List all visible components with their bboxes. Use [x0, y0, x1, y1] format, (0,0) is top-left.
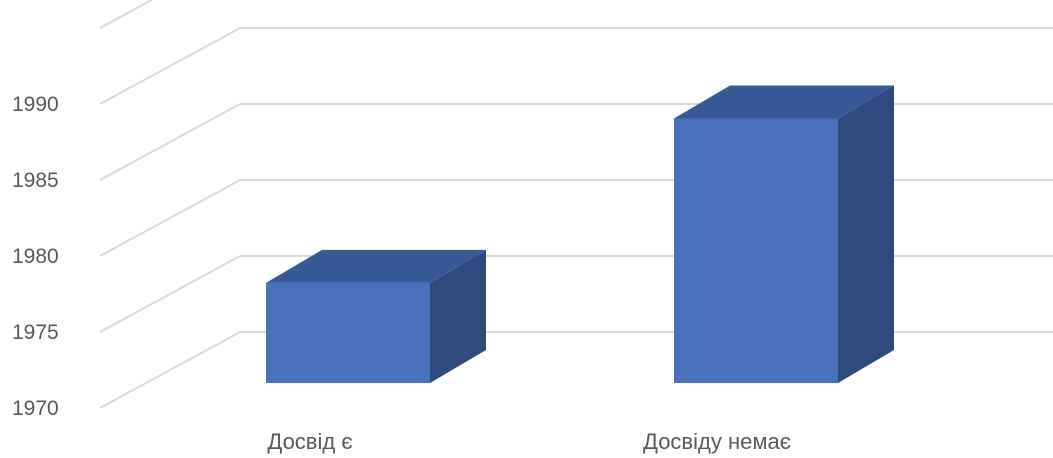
bar-front-face [266, 282, 430, 383]
y-tick-label: 1990 [12, 93, 59, 116]
y-tick-label: 1970 [12, 397, 59, 420]
y-axis: 1970 1975 1980 1985 1990 [12, 93, 59, 420]
bars-layer [266, 85, 894, 383]
x-category-label: Досвід є [267, 429, 352, 454]
x-category-label: Досвіду немає [643, 429, 791, 454]
gridline-diagonal [99, 255, 241, 333]
x-axis: Досвід є Досвіду немає [267, 429, 791, 454]
bar-top-face [266, 249, 486, 283]
bar-side-face [430, 249, 486, 383]
y-tick-label: 1980 [12, 245, 59, 268]
gridline-diagonal [99, 27, 241, 105]
y-tick-label: 1975 [12, 321, 59, 344]
gridline-diagonal [99, 179, 241, 257]
bar [674, 85, 894, 383]
bar [266, 249, 486, 383]
y-tick-label: 1985 [12, 169, 59, 192]
bar-front-face [674, 118, 838, 383]
gridline-diagonal [99, 331, 241, 409]
grid-layer [99, 0, 1053, 409]
bar-side-face [838, 85, 894, 383]
gridline-diagonal [99, 0, 154, 29]
bar-top-face [674, 85, 894, 119]
gridline-diagonal [99, 103, 241, 181]
